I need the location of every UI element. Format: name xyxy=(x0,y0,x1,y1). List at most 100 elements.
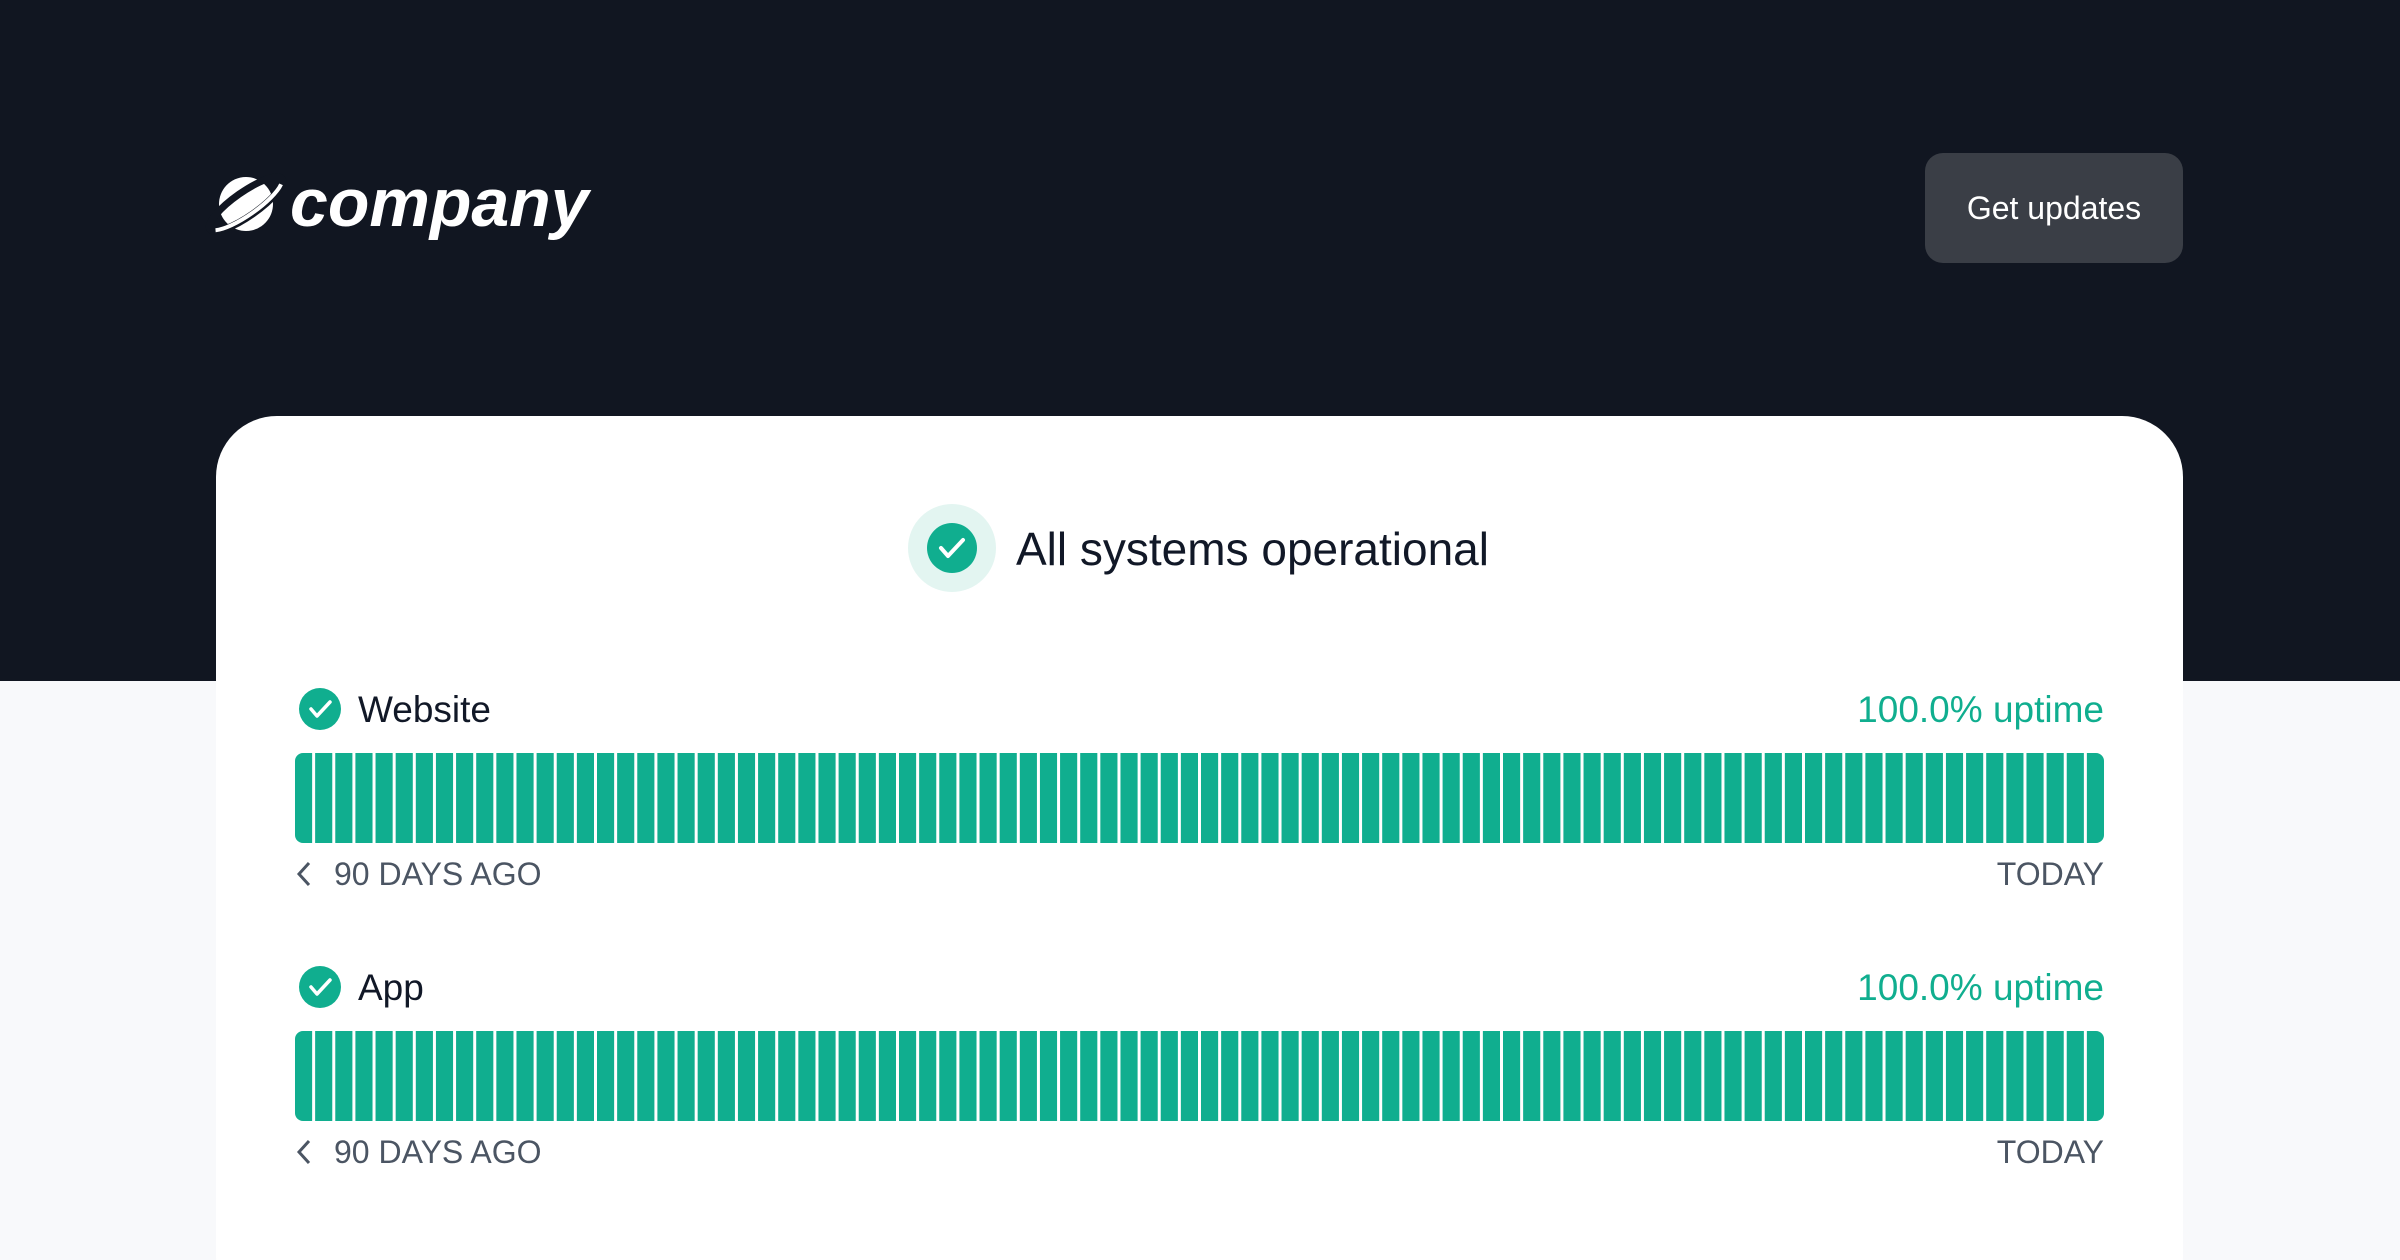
day-bar xyxy=(939,753,957,843)
range-end: TODAY xyxy=(1997,856,2104,892)
day-bar xyxy=(1845,753,1863,843)
day-bar xyxy=(1543,1031,1561,1121)
service-name: Website xyxy=(358,689,491,730)
day-bar xyxy=(1623,1031,1641,1121)
day-bar xyxy=(838,753,856,843)
day-bar xyxy=(375,1031,393,1121)
day-bar xyxy=(1281,1031,1299,1121)
day-bar xyxy=(1201,753,1219,843)
day-bar xyxy=(1563,753,1581,843)
day-bar xyxy=(1704,753,1722,843)
day-bar xyxy=(737,1031,756,1121)
day-bar xyxy=(476,1031,494,1121)
day-bar xyxy=(1986,753,2004,843)
day-bar xyxy=(1643,1031,1662,1121)
day-bar xyxy=(1060,753,1078,843)
day-bar xyxy=(899,1031,917,1121)
service-uptime: 100.0% uptime xyxy=(1857,689,2104,730)
day-bar xyxy=(1603,1031,1621,1121)
day-bar xyxy=(979,753,997,843)
day-bar xyxy=(1261,753,1279,843)
day-bar xyxy=(1060,1031,1078,1121)
day-bar xyxy=(1684,1031,1702,1121)
day-bar xyxy=(1966,753,1984,843)
day-bar xyxy=(1523,753,1541,843)
day-bar xyxy=(1241,1031,1259,1121)
day-bar xyxy=(556,1031,574,1121)
day-bar xyxy=(1986,1031,2004,1121)
services: Website 100.0% uptime 90 DAYS AGO TODAY App 1… xyxy=(295,686,2104,1170)
day-bar xyxy=(1201,1031,1219,1121)
day-bar xyxy=(1825,753,1843,843)
day-bar xyxy=(536,753,554,843)
day-bar xyxy=(1442,1031,1460,1121)
day-bar xyxy=(1865,1031,1883,1121)
day-bar xyxy=(1865,753,1883,843)
day-bar xyxy=(1100,753,1118,843)
day-bar xyxy=(1543,753,1561,843)
day-bar xyxy=(1402,1031,1420,1121)
day-bar xyxy=(1140,753,1158,843)
day-bar xyxy=(919,1031,937,1121)
day-bar xyxy=(1885,1031,1903,1121)
day-bar xyxy=(435,753,454,843)
day-bar xyxy=(1140,1031,1158,1121)
status-icon xyxy=(908,504,996,592)
day-bar xyxy=(1039,753,1058,843)
day-bar xyxy=(1019,753,1037,843)
day-bar xyxy=(1805,753,1823,843)
day-bar xyxy=(1120,753,1138,843)
day-bar xyxy=(1845,1031,1863,1121)
day-bar xyxy=(1462,1031,1480,1121)
day-bar xyxy=(335,753,353,843)
day-bar xyxy=(1402,753,1420,843)
day-bar xyxy=(959,753,977,843)
day-bar xyxy=(1925,1031,1943,1121)
day-bar xyxy=(1563,1031,1581,1121)
day-bar xyxy=(1784,1031,1802,1121)
day-bar xyxy=(1180,753,1198,843)
day-bar xyxy=(1301,753,1319,843)
day-bar xyxy=(456,753,474,843)
day-bar xyxy=(1764,1031,1782,1121)
day-bar xyxy=(456,1031,474,1121)
day-bar xyxy=(295,1031,313,1121)
day-bar xyxy=(375,753,393,843)
day-bar xyxy=(1382,1031,1400,1121)
day-bar xyxy=(1422,1031,1440,1121)
day-bar xyxy=(1905,1031,1923,1121)
day-bar xyxy=(1503,753,1521,843)
day-bar xyxy=(1925,753,1943,843)
day-bar xyxy=(1583,1031,1601,1121)
day-bar xyxy=(1442,753,1460,843)
day-bar xyxy=(1482,1031,1500,1121)
get-updates-button[interactable]: Get updates xyxy=(1925,153,2183,263)
uptime-bars xyxy=(295,1031,2104,1121)
day-bar xyxy=(1664,1031,1682,1121)
day-bar xyxy=(1039,1031,1058,1121)
day-bar xyxy=(556,753,574,843)
day-bar xyxy=(617,1031,635,1121)
day-bar xyxy=(778,1031,796,1121)
service-check-icon xyxy=(297,686,343,732)
logo: company xyxy=(205,165,592,241)
day-bar xyxy=(677,1031,695,1121)
day-bar xyxy=(959,1031,977,1121)
range-end: TODAY xyxy=(1997,1134,2104,1170)
day-bar xyxy=(1341,753,1360,843)
day-bar xyxy=(1784,753,1802,843)
day-bar xyxy=(516,1031,534,1121)
day-bar xyxy=(1966,1031,1984,1121)
day-bar xyxy=(1825,1031,1843,1121)
day-bar xyxy=(677,753,695,843)
button-label[interactable]: Get updates xyxy=(1967,190,2141,226)
day-bar xyxy=(1684,753,1702,843)
service-check-icon xyxy=(297,964,343,1010)
day-bar xyxy=(1321,1031,1339,1121)
day-bar xyxy=(435,1031,454,1121)
day-bar xyxy=(1503,1031,1521,1121)
day-bar xyxy=(1080,753,1098,843)
day-bar xyxy=(697,1031,715,1121)
day-bar xyxy=(1422,753,1440,843)
day-bar xyxy=(758,1031,776,1121)
